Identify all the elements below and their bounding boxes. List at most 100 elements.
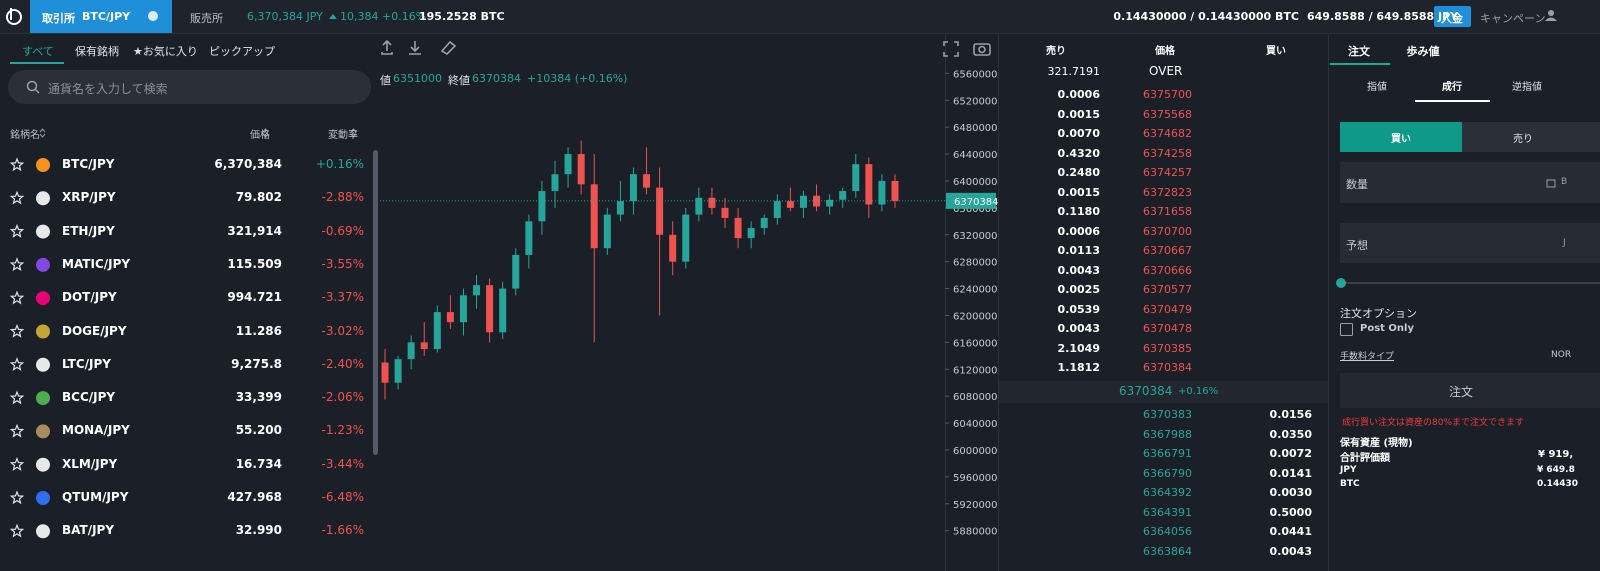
submit-bg[interactable] <box>1340 373 1600 408</box>
ask-amount[interactable]: 2.1049 <box>1057 341 1100 355</box>
campaign[interactable]: キャンペーン <box>1480 12 1546 25</box>
ask-price[interactable]: 6370385 <box>1143 341 1192 355</box>
sell-bg[interactable] <box>1462 122 1600 152</box>
favorite-star[interactable] <box>9 257 25 272</box>
favorite-star[interactable] <box>9 490 25 505</box>
favorite-star[interactable] <box>9 323 25 338</box>
ask-price[interactable]: 6372823 <box>1143 185 1192 199</box>
sort-icon[interactable] <box>350 128 357 138</box>
symbol[interactable]: MATIC/JPY <box>62 256 131 271</box>
ask-price[interactable]: 6370700 <box>1143 224 1192 238</box>
download-icon[interactable] <box>409 41 421 55</box>
side[interactable]: 買い <box>1391 134 1411 145</box>
ask-amount[interactable]: 0.0015 <box>1057 185 1100 199</box>
ask-amount[interactable]: 0.0006 <box>1057 88 1100 101</box>
market-tab[interactable]: 保有銘柄 <box>75 45 119 58</box>
symbol[interactable]: DOGE/JPY <box>62 323 127 338</box>
bid-amount[interactable]: 0.0043 <box>1269 544 1312 558</box>
ask-price[interactable]: 6370384 <box>1143 361 1192 374</box>
ask-amount[interactable]: 0.0043 <box>1057 322 1100 335</box>
bid-price[interactable]: 6364392 <box>1143 486 1192 499</box>
market-tab[interactable]: ★お気に入り <box>133 45 198 58</box>
order-type[interactable]: 成行 <box>1442 82 1462 93</box>
search-box[interactable] <box>8 70 371 104</box>
bid-amount[interactable]: 0.0441 <box>1269 525 1312 538</box>
ask-amount[interactable]: 0.2480 <box>1057 166 1100 179</box>
symbol[interactable]: BCC/JPY <box>62 390 116 405</box>
estimate-input[interactable] <box>1340 223 1600 263</box>
checkbox[interactable] <box>1340 323 1353 336</box>
favorite-star[interactable] <box>9 357 25 372</box>
favorite-star[interactable] <box>9 457 25 471</box>
bid-price[interactable]: 6364391 <box>1143 505 1192 519</box>
ask-amount[interactable]: 0.0006 <box>1057 224 1100 238</box>
bid-price[interactable]: 6366791 <box>1143 447 1192 460</box>
symbol[interactable]: ETH/JPY <box>62 223 115 238</box>
fee-type[interactable]: 手数料タイプ <box>1340 352 1395 362</box>
symbol[interactable]: MONA/JPY <box>62 423 130 438</box>
ask-amount[interactable]: 0.0070 <box>1057 127 1100 140</box>
submit[interactable]: 注文 <box>1448 385 1473 399</box>
side[interactable]: 売り <box>1513 134 1533 145</box>
ask-amount[interactable]: 0.1180 <box>1057 205 1100 218</box>
ask-price[interactable]: 6374258 <box>1143 146 1192 160</box>
symbol[interactable]: BTC/JPY <box>62 157 115 171</box>
symbol[interactable]: LTC/JPY <box>62 356 111 371</box>
eraser-icon[interactable] <box>440 40 457 56</box>
symbol[interactable]: XLM/JPY <box>62 456 118 471</box>
bid-amount[interactable]: 0.0030 <box>1269 486 1312 499</box>
symbol[interactable]: BAT/JPY <box>62 523 115 538</box>
ask-price[interactable]: 6370577 <box>1143 283 1192 296</box>
sort-icon[interactable] <box>39 128 46 138</box>
bid-amount[interactable]: 0.0350 <box>1269 427 1312 441</box>
ask-amount[interactable]: 0.0113 <box>1057 244 1100 257</box>
sort-icon[interactable] <box>262 128 269 138</box>
user-icon[interactable] <box>1548 10 1554 16</box>
bid-amount[interactable]: 0.0156 <box>1269 408 1312 421</box>
deposit[interactable]: 入金 <box>1441 12 1463 25</box>
column-header[interactable]: 銘柄名 <box>10 130 40 141</box>
favorite-star[interactable] <box>9 423 25 438</box>
favorite-star[interactable] <box>9 223 25 238</box>
upload-icon[interactable] <box>381 39 393 55</box>
camera-icon[interactable] <box>973 43 991 56</box>
favorite-star[interactable] <box>9 190 25 205</box>
amount-input[interactable] <box>1340 162 1600 203</box>
market-tab[interactable]: すべて <box>22 45 54 58</box>
column-header[interactable]: 価格 <box>250 130 270 141</box>
symbol[interactable]: DOT/JPY <box>62 290 117 305</box>
deposit-bg[interactable] <box>1434 6 1471 27</box>
bid-amount[interactable]: 0.0141 <box>1269 466 1312 480</box>
tab-exchange[interactable]: 取引所 <box>42 12 75 25</box>
ask-price[interactable]: 6371658 <box>1143 205 1192 218</box>
bid-amount[interactable]: 0.0072 <box>1269 447 1312 460</box>
ask-amount[interactable]: 0.0025 <box>1057 283 1100 296</box>
market-tab[interactable]: ピックアップ <box>209 45 275 58</box>
ask-price[interactable]: 6370667 <box>1143 244 1192 257</box>
order-type[interactable]: 指値 <box>1367 82 1387 93</box>
ask-amount[interactable]: 0.4320 <box>1057 146 1100 160</box>
buy-bg[interactable] <box>1340 122 1462 152</box>
symbol[interactable]: QTUM/JPY <box>62 490 129 504</box>
bid-price[interactable]: 6370383 <box>1143 408 1192 421</box>
ask-price[interactable]: 6375568 <box>1143 107 1192 121</box>
symbol[interactable]: XRP/JPY <box>62 190 116 205</box>
bid-price[interactable]: 6364056 <box>1143 525 1192 538</box>
slider-knob[interactable] <box>1336 278 1346 288</box>
order-type[interactable]: 逆指値 <box>1512 82 1542 93</box>
scrollbar[interactable] <box>373 150 378 455</box>
favorite-star[interactable] <box>9 523 25 538</box>
form-tab[interactable]: 歩み値 <box>1406 45 1440 58</box>
bid-price[interactable]: 6366790 <box>1143 466 1192 480</box>
form-tab[interactable]: 注文 <box>1348 45 1370 58</box>
tab-retail[interactable]: 販売所 <box>190 12 223 25</box>
ask-amount[interactable]: 0.0539 <box>1057 302 1100 316</box>
post-only[interactable]: Post Only <box>1360 323 1414 334</box>
bid-price[interactable]: 6363864 <box>1143 544 1192 558</box>
tab-close[interactable] <box>148 11 158 21</box>
ask-price[interactable]: 6374682 <box>1143 127 1192 140</box>
favorite-star[interactable] <box>9 390 25 405</box>
column-header[interactable]: 変動率 <box>328 130 358 141</box>
favorite-star[interactable] <box>9 157 25 172</box>
ask-price[interactable]: 6374257 <box>1143 166 1192 179</box>
